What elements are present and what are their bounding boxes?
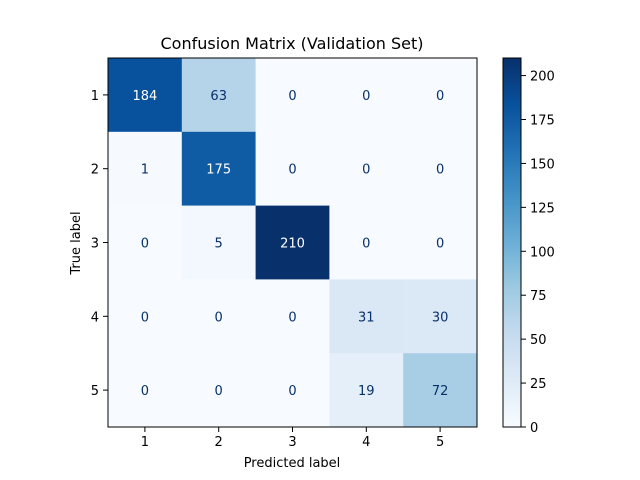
heatmap-cell-value: 0 xyxy=(362,237,370,252)
heatmap-cell-value: 0 xyxy=(215,310,223,325)
heatmap-cell-value: 0 xyxy=(288,89,296,104)
y-tick-label: 5 xyxy=(91,384,99,399)
y-tick-label: 2 xyxy=(91,163,99,178)
heatmap-cell xyxy=(108,205,183,280)
heatmap-cell xyxy=(255,353,330,428)
heatmap-cell-value: 0 xyxy=(288,384,296,399)
heatmap-cell-value: 0 xyxy=(215,384,223,399)
heatmap-cell xyxy=(255,131,330,206)
heatmap-cell-value: 31 xyxy=(358,310,375,325)
x-tick-label: 3 xyxy=(288,435,296,450)
x-axis-label: Predicted label xyxy=(244,456,341,471)
heatmap-cells xyxy=(108,58,478,428)
colorbar-tick-label: 25 xyxy=(530,377,547,392)
x-tick-label: 5 xyxy=(436,435,444,450)
heatmap-cell xyxy=(329,205,404,280)
heatmap-cell xyxy=(181,205,256,280)
heatmap-cell xyxy=(108,58,183,133)
heatmap-cell xyxy=(181,353,256,428)
heatmap-cell-value: 0 xyxy=(362,163,370,178)
heatmap-cell-labels: 184 63 0 0 0 1 175 0 0 0 0 5 210 0 0 0 0 0 31 30 0 0 0 19 72 xyxy=(132,89,448,399)
heatmap-cell xyxy=(181,58,256,133)
heatmap-cell xyxy=(329,353,404,428)
colorbar-tick-label: 100 xyxy=(530,245,555,260)
heatmap-cell-value: 0 xyxy=(141,310,149,325)
heatmap-cell-value: 0 xyxy=(436,89,444,104)
heatmap-cell-value: 5 xyxy=(215,237,223,252)
heatmap-cell xyxy=(181,279,256,354)
colorbar-tick-label: 75 xyxy=(530,289,547,304)
heatmap-cell xyxy=(255,58,330,133)
heatmap-cell xyxy=(108,353,183,428)
heatmap-cell xyxy=(329,131,404,206)
x-tick-label: 4 xyxy=(362,435,370,450)
colorbar-tick-label: 0 xyxy=(530,421,538,436)
heatmap-cell-value: 0 xyxy=(288,163,296,178)
chart-title: Confusion Matrix (Validation Set) xyxy=(161,34,424,53)
heatmap-cell-value: 0 xyxy=(141,384,149,399)
heatmap-cell-value: 0 xyxy=(141,237,149,252)
heatmap-cell xyxy=(108,131,183,206)
heatmap-cell xyxy=(181,131,256,206)
heatmap-cell-value: 175 xyxy=(206,163,231,178)
colorbar-tick-label: 125 xyxy=(530,201,555,216)
heatmap-cell xyxy=(255,205,330,280)
heatmap-cell xyxy=(108,279,183,354)
heatmap-cell-value: 0 xyxy=(362,89,370,104)
heatmap-cell-value: 63 xyxy=(210,89,227,104)
heatmap-cell xyxy=(403,205,478,280)
y-tick-label: 4 xyxy=(91,310,99,325)
heatmap-cell-value: 72 xyxy=(432,384,449,399)
heatmap-cell xyxy=(403,131,478,206)
colorbar-tick-label: 50 xyxy=(530,333,547,348)
x-tick-label: 1 xyxy=(141,435,149,450)
colorbar-tick-label: 150 xyxy=(530,157,555,172)
y-axis-label: True label xyxy=(69,211,84,275)
heatmap-cell xyxy=(403,58,478,133)
x-tick-label: 2 xyxy=(215,435,223,450)
x-axis-ticks: 1 2 3 4 5 xyxy=(141,427,444,450)
heatmap-cell-value: 184 xyxy=(132,89,157,104)
heatmap-cell-value: 0 xyxy=(436,163,444,178)
heatmap-cell-value: 0 xyxy=(288,310,296,325)
heatmap-cell xyxy=(403,279,478,354)
heatmap-cell xyxy=(329,279,404,354)
heatmap-cell-value: 210 xyxy=(280,237,305,252)
heatmap-cell xyxy=(255,279,330,354)
heatmap-cell xyxy=(403,353,478,428)
colorbar-tick-label: 175 xyxy=(530,114,555,129)
colorbar-ticks: 0 25 50 75 100 125 150 175 200 xyxy=(521,70,555,436)
colorbar-tick-label: 200 xyxy=(530,70,555,85)
heatmap-cell xyxy=(329,58,404,133)
y-axis-ticks: 1 2 3 4 5 xyxy=(91,89,108,399)
colorbar xyxy=(502,57,522,428)
heatmap-cell-value: 0 xyxy=(436,237,444,252)
y-tick-label: 1 xyxy=(91,89,99,104)
y-tick-label: 3 xyxy=(91,237,99,252)
heatmap-cell-value: 19 xyxy=(358,384,375,399)
heatmap-cell-value: 1 xyxy=(141,163,149,178)
heatmap-cell-value: 30 xyxy=(432,310,449,325)
